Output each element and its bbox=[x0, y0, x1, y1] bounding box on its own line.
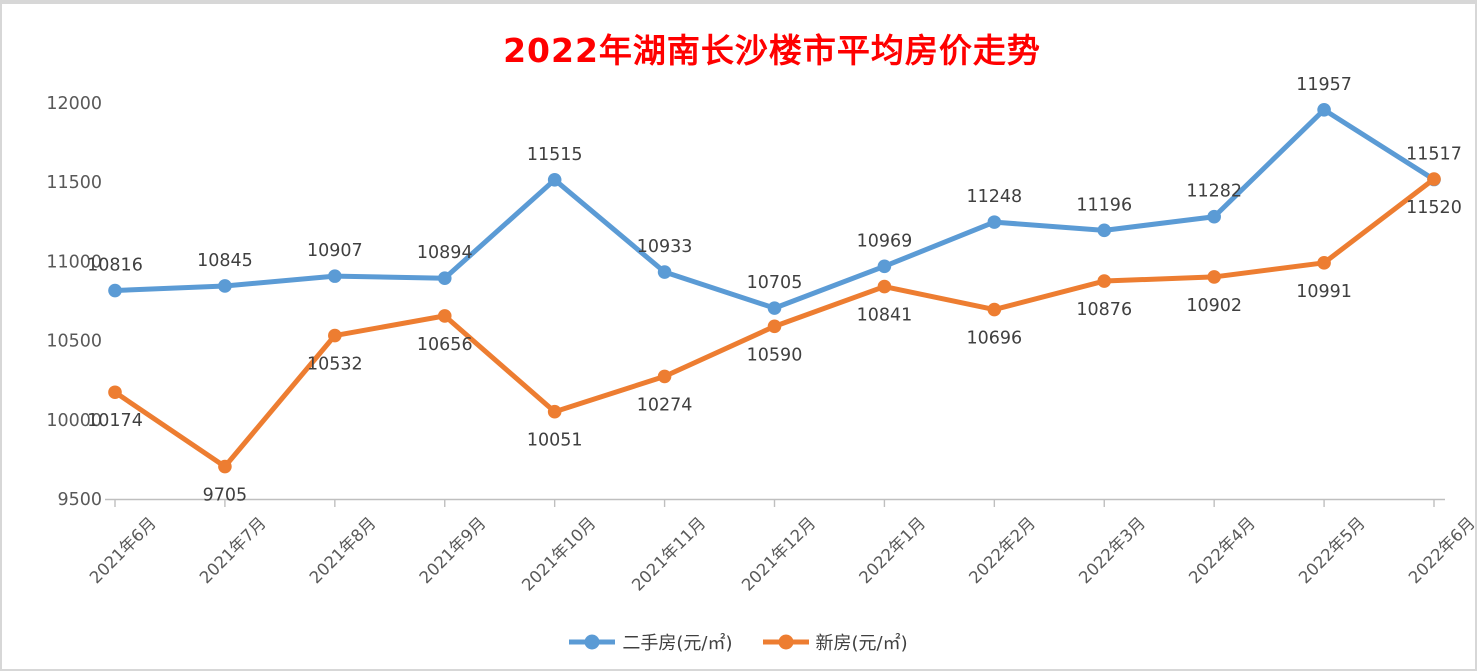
data-label-secondhand: 11196 bbox=[1076, 195, 1132, 215]
data-label-new: 10532 bbox=[307, 355, 363, 375]
data-label-new: 9705 bbox=[203, 486, 248, 506]
data-point-new[interactable] bbox=[877, 279, 892, 294]
data-point-secondhand[interactable] bbox=[1097, 223, 1112, 238]
legend-label-secondhand: 二手房(元/㎡) bbox=[622, 633, 733, 654]
data-point-secondhand[interactable] bbox=[657, 265, 672, 279]
data-point-new[interactable] bbox=[1207, 270, 1221, 284]
data-label-new: 10902 bbox=[1186, 296, 1242, 316]
x-axis-tick-label: 2021年9月 bbox=[416, 513, 490, 587]
data-point-secondhand[interactable] bbox=[218, 279, 232, 293]
y-axis-tick-label: 11000 bbox=[46, 252, 102, 272]
chart-legend: 二手房(元/㎡) 新房(元/㎡) bbox=[2, 629, 1475, 655]
data-label-new: 10656 bbox=[417, 335, 473, 355]
data-point-new[interactable] bbox=[657, 369, 672, 384]
data-point-new[interactable] bbox=[767, 319, 782, 334]
y-axis-tick-label: 10000 bbox=[46, 411, 102, 431]
x-axis-tick-label: 2022年4月 bbox=[1185, 513, 1259, 587]
chart-canvas: 9500 10000 10500 11000 11500 12000 2021年6月 2021… bbox=[46, 75, 1477, 595]
y-axis-tick-label: 12000 bbox=[46, 94, 102, 114]
x-axis-tick-label: 2021年10月 bbox=[518, 513, 599, 594]
data-point-secondhand[interactable] bbox=[877, 259, 892, 274]
data-point-new[interactable] bbox=[108, 385, 122, 400]
data-point-secondhand[interactable] bbox=[767, 301, 782, 315]
x-axis-tick-label: 2022年5月 bbox=[1295, 513, 1369, 587]
legend-swatch-new bbox=[762, 634, 809, 650]
data-label-secondhand: 10969 bbox=[857, 231, 913, 251]
data-point-new[interactable] bbox=[1317, 256, 1331, 270]
data-label-secondhand: 11957 bbox=[1296, 75, 1352, 95]
data-point-new[interactable] bbox=[218, 459, 232, 474]
legend-label-new: 新房(元/㎡) bbox=[815, 633, 908, 654]
x-axis-tick-label: 2022年6月 bbox=[1405, 513, 1477, 587]
data-label-secondhand: 10894 bbox=[417, 243, 473, 263]
data-point-secondhand[interactable] bbox=[547, 173, 562, 187]
data-point-new[interactable] bbox=[1427, 172, 1441, 186]
data-point-new[interactable] bbox=[328, 328, 342, 343]
data-label-secondhand: 11282 bbox=[1186, 182, 1242, 202]
x-axis-tick-label: 2022年1月 bbox=[855, 513, 929, 587]
data-label-secondhand: 11517 bbox=[1406, 145, 1462, 165]
y-axis-tick-label: 9500 bbox=[57, 490, 102, 510]
data-label-new: 10174 bbox=[87, 411, 143, 431]
data-label-new: 10590 bbox=[747, 345, 803, 365]
data-label-new: 10051 bbox=[527, 431, 583, 451]
data-label-secondhand: 11248 bbox=[966, 187, 1022, 207]
x-axis-tick-label: 2022年3月 bbox=[1075, 513, 1149, 587]
legend-marker-icon bbox=[584, 634, 600, 650]
data-label-secondhand: 10907 bbox=[307, 241, 363, 261]
data-point-secondhand[interactable] bbox=[328, 269, 342, 283]
data-point-new[interactable] bbox=[547, 404, 562, 419]
data-label-new: 10841 bbox=[857, 306, 913, 326]
data-point-new[interactable] bbox=[437, 309, 452, 323]
x-axis-tick-label: 2021年12月 bbox=[738, 513, 819, 594]
data-label-secondhand: 10845 bbox=[197, 251, 253, 271]
data-point-secondhand[interactable] bbox=[987, 215, 1002, 229]
x-axis-tick-label: 2021年7月 bbox=[196, 513, 270, 587]
x-axis-tick-label: 2021年8月 bbox=[306, 513, 380, 587]
data-label-new: 11520 bbox=[1406, 198, 1462, 218]
data-label-new: 10274 bbox=[637, 395, 693, 415]
data-point-secondhand[interactable] bbox=[1207, 209, 1221, 224]
x-axis-tick-label: 2021年11月 bbox=[628, 513, 709, 594]
data-label-secondhand: 10816 bbox=[87, 256, 143, 276]
chart-title: 2022年湖南长沙楼市平均房价走势 bbox=[503, 31, 1041, 70]
y-axis-tick-label: 10500 bbox=[46, 332, 102, 352]
x-axis-tick-label: 2022年2月 bbox=[965, 513, 1039, 587]
data-label-secondhand: 10933 bbox=[637, 237, 693, 257]
data-point-secondhand[interactable] bbox=[1317, 103, 1331, 117]
legend-marker-icon bbox=[778, 634, 793, 650]
x-axis-tick-label: 2021年6月 bbox=[86, 513, 160, 587]
data-point-new[interactable] bbox=[1097, 274, 1112, 288]
legend-item-new[interactable]: 新房(元/㎡) bbox=[762, 629, 908, 655]
y-axis-tick-label: 11500 bbox=[46, 173, 102, 193]
legend-swatch-secondhand bbox=[569, 634, 616, 650]
data-point-new[interactable] bbox=[987, 302, 1002, 317]
data-label-secondhand: 10705 bbox=[747, 273, 803, 293]
data-point-secondhand[interactable] bbox=[108, 283, 122, 298]
legend-item-secondhand[interactable]: 二手房(元/㎡) bbox=[569, 629, 733, 655]
data-label-secondhand: 11515 bbox=[527, 145, 583, 165]
data-label-new: 10696 bbox=[966, 329, 1022, 349]
data-point-secondhand[interactable] bbox=[437, 271, 452, 285]
data-label-new: 10991 bbox=[1296, 282, 1352, 302]
data-label-new: 10876 bbox=[1076, 300, 1132, 320]
